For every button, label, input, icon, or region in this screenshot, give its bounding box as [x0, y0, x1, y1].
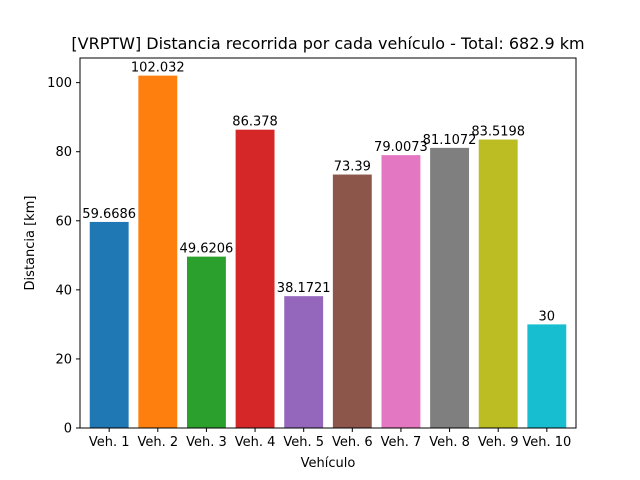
bar-5: [284, 296, 324, 428]
y-tick-label-1: 0: [64, 422, 72, 437]
x-tick-label-3: Veh. 3: [186, 435, 227, 450]
y-tick-label-5: 80: [55, 145, 72, 160]
x-tick-label-9: Veh. 9: [478, 435, 519, 450]
x-tick-label-7: Veh. 7: [381, 435, 422, 450]
bar-value-label-1: 59.6686: [82, 207, 136, 222]
bar-value-label-5: 38.1721: [277, 281, 331, 296]
bar-6: [332, 174, 372, 428]
bar-value-label-4: 86.378: [232, 115, 278, 130]
y-axis-label: Distancia [km]: [23, 196, 38, 291]
x-axis: Veh. 1 Veh. 2 Veh. 3 Veh. 4 Veh. 5 Veh. 6 Veh.…: [89, 428, 571, 450]
bar-2: [138, 75, 178, 429]
y-tick-label-6: 100: [47, 76, 72, 91]
bars-group: [89, 75, 567, 429]
plot-frame: [79, 57, 577, 429]
bar-3: [186, 256, 226, 428]
value-labels-group: 59.6686 102.032 49.6206 86.378 38.1721 73.397…: [82, 61, 555, 325]
x-tick-label-8: Veh. 8: [429, 435, 470, 450]
y-tick-label-3: 40: [55, 283, 72, 298]
chart-title: [VRPTW] Distancia recorrida por cada veh…: [71, 34, 584, 53]
bar-value-label-8: 81.1072: [423, 133, 477, 148]
x-tick-label-1: Veh. 1: [89, 435, 130, 450]
bar-1: [89, 221, 129, 428]
y-tick-label-4: 60: [55, 214, 72, 229]
bar-10: [527, 324, 567, 428]
bar-value-label-6: 73.39: [334, 160, 371, 175]
x-tick-label-4: Veh. 4: [235, 435, 276, 450]
bar-9: [478, 139, 518, 429]
bar-value-label-2: 102.032: [131, 61, 185, 76]
x-tick-label-2: Veh. 2: [137, 435, 178, 450]
bar-value-label-7: 79.0073: [374, 140, 428, 155]
y-axis: 0 20 40 60 80 100: [47, 76, 80, 437]
x-axis-label: Vehículo: [301, 456, 356, 471]
x-tick-label-6: Veh. 6: [332, 435, 373, 450]
bar-value-label-9: 83.5198: [471, 125, 525, 140]
y-tick-label-2: 20: [55, 352, 72, 367]
bar-value-label-3: 49.6206: [180, 242, 234, 257]
bar-8: [430, 147, 470, 428]
x-tick-label-5: Veh. 5: [283, 435, 324, 450]
bar-4: [235, 129, 275, 428]
bar-7: [381, 155, 421, 428]
bar-value-label-10: 30: [539, 309, 556, 324]
x-tick-label-10: Veh. 10: [522, 435, 571, 450]
